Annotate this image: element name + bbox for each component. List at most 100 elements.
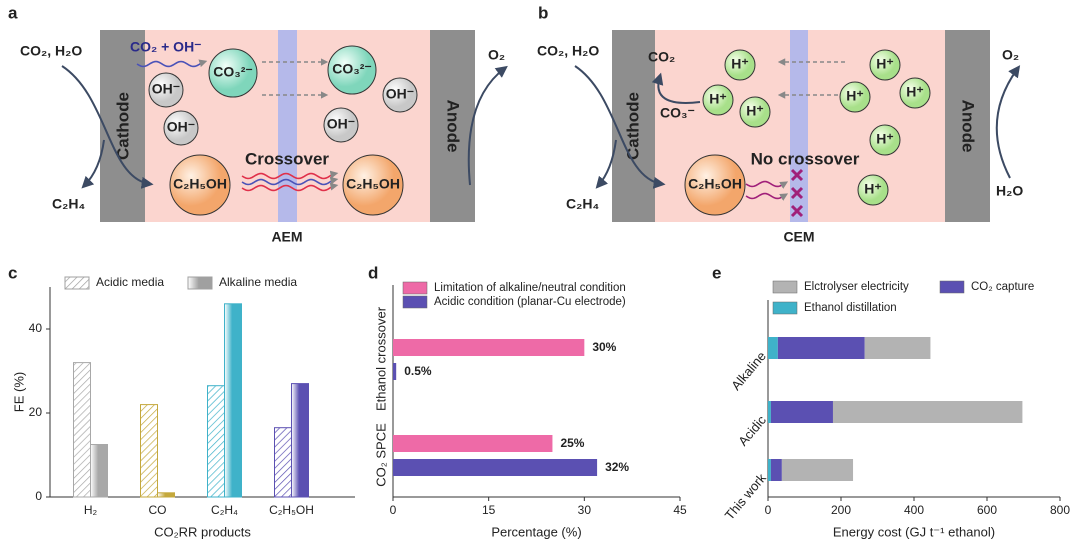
x-tick-label: 200 [831,503,851,517]
ion-label: OH⁻ [327,116,355,132]
ion-label: H⁺ [846,88,864,104]
ion [702,84,734,116]
y-tick-label: 0 [35,489,42,503]
protons: H⁺ H⁺ H⁺ H⁺ H⁺ H⁺ H⁺ H⁺ [702,49,931,206]
ion-label: OH⁻ [167,119,195,135]
anode-label: Anode [959,100,978,153]
bar-segment [777,337,865,359]
crossover-label: No crossover [751,149,860,168]
ion [899,77,931,109]
arrow [467,65,508,186]
product: O₂ [1002,47,1019,63]
x-tick-label: 400 [904,503,924,517]
bar-segment [768,337,778,359]
x-tick-label: C₂H₅OH [269,503,314,517]
ion-label: CO₃²⁻ [332,61,372,77]
membrane-label: CEM [783,229,814,245]
legend-label: Elctrolyser electricity [804,281,909,293]
x-tick-label: 0 [765,503,772,517]
x-axis-label: Percentage (%) [491,524,581,539]
co2-label: CO₂ [648,49,675,65]
bar [274,427,292,498]
x-tick-label: 600 [977,503,997,517]
legend-label: Acidic media [96,275,164,289]
ion-label: H⁺ [906,84,924,100]
bar-segment [770,401,833,423]
ion [163,110,199,146]
carbonate-label: CO₃⁻ [660,105,695,121]
anode [430,30,475,222]
bar [207,385,225,498]
x-axis-label: CO₂RR products [154,524,251,539]
legend-swatch [402,281,428,295]
ion [724,49,756,81]
arrow [995,65,1021,179]
x-tick-label: CO [149,503,167,517]
ion [857,174,889,206]
product: C₂H₄ [566,196,599,212]
bar-segment [864,337,931,359]
y-tick-label: Ethanol crossover [373,306,388,411]
ion-label: H⁺ [864,181,882,197]
ion-label: H⁺ [876,131,894,147]
bar [393,363,397,380]
value-label: 0.5% [404,364,432,378]
wave [745,192,789,201]
y-tick-label: 40 [29,321,43,335]
bar [90,444,108,498]
bar [157,492,175,498]
arrow [81,139,105,189]
legend-swatch [402,295,428,309]
reaction: CO₂ + OH⁻ [130,39,202,55]
ion [382,77,418,113]
ion [869,124,901,156]
wave [136,59,208,68]
bar [224,303,242,498]
x-tick-label: 0 [390,503,397,517]
x-tick-label: 45 [673,503,687,517]
bar [73,362,91,498]
ethanol-label: C₂H₅OH [173,176,227,192]
bar [291,383,309,498]
reactant: H₂O [996,183,1023,199]
arrow [595,139,617,189]
bar-segment [770,459,782,481]
product: O₂ [488,47,505,63]
bar-segment [768,459,771,481]
y-tick-label: CO₂ SPCE [373,423,388,487]
wave [745,180,789,189]
x-tick-label: 800 [1050,503,1070,517]
x-axis-label: Energy cost (GJ t⁻¹ ethanol) [833,524,995,539]
legend-swatch [772,301,798,315]
panel-label: a [8,3,18,22]
ethanol [169,154,231,216]
reactants: CO₂, H₂O [537,43,599,59]
ion [869,49,901,81]
bar [393,459,598,476]
y-axis-label: FE (%) [11,372,26,412]
bar-segment [832,401,1023,423]
ion [839,81,871,113]
ion-label: OH⁻ [152,81,180,97]
ion-label: H⁺ [709,91,727,107]
legend-swatch [187,276,213,290]
panel-label: c [8,263,17,282]
ion [208,48,258,98]
legend-label: CO₂ capture [971,281,1034,293]
legend-swatch [64,276,90,290]
wave [241,182,339,192]
ethanol-label: C₂H₅OH [346,176,400,192]
value-label: 30% [592,340,616,354]
arrow [651,72,701,104]
anode [945,30,990,222]
bar [393,435,553,452]
ethanol [342,154,404,216]
reactants: CO₂, H₂O [20,43,82,59]
value-label: 25% [560,436,584,450]
x-tick-label: H₂ [84,503,98,517]
legend-label: Limitation of alkaline/neutral condition [434,282,626,294]
bar-segment [781,459,854,481]
bar [140,404,158,498]
legend-label: Acidic condition (planar-Cu electrode) [434,296,626,308]
legend-label: Ethanol distillation [804,302,897,314]
